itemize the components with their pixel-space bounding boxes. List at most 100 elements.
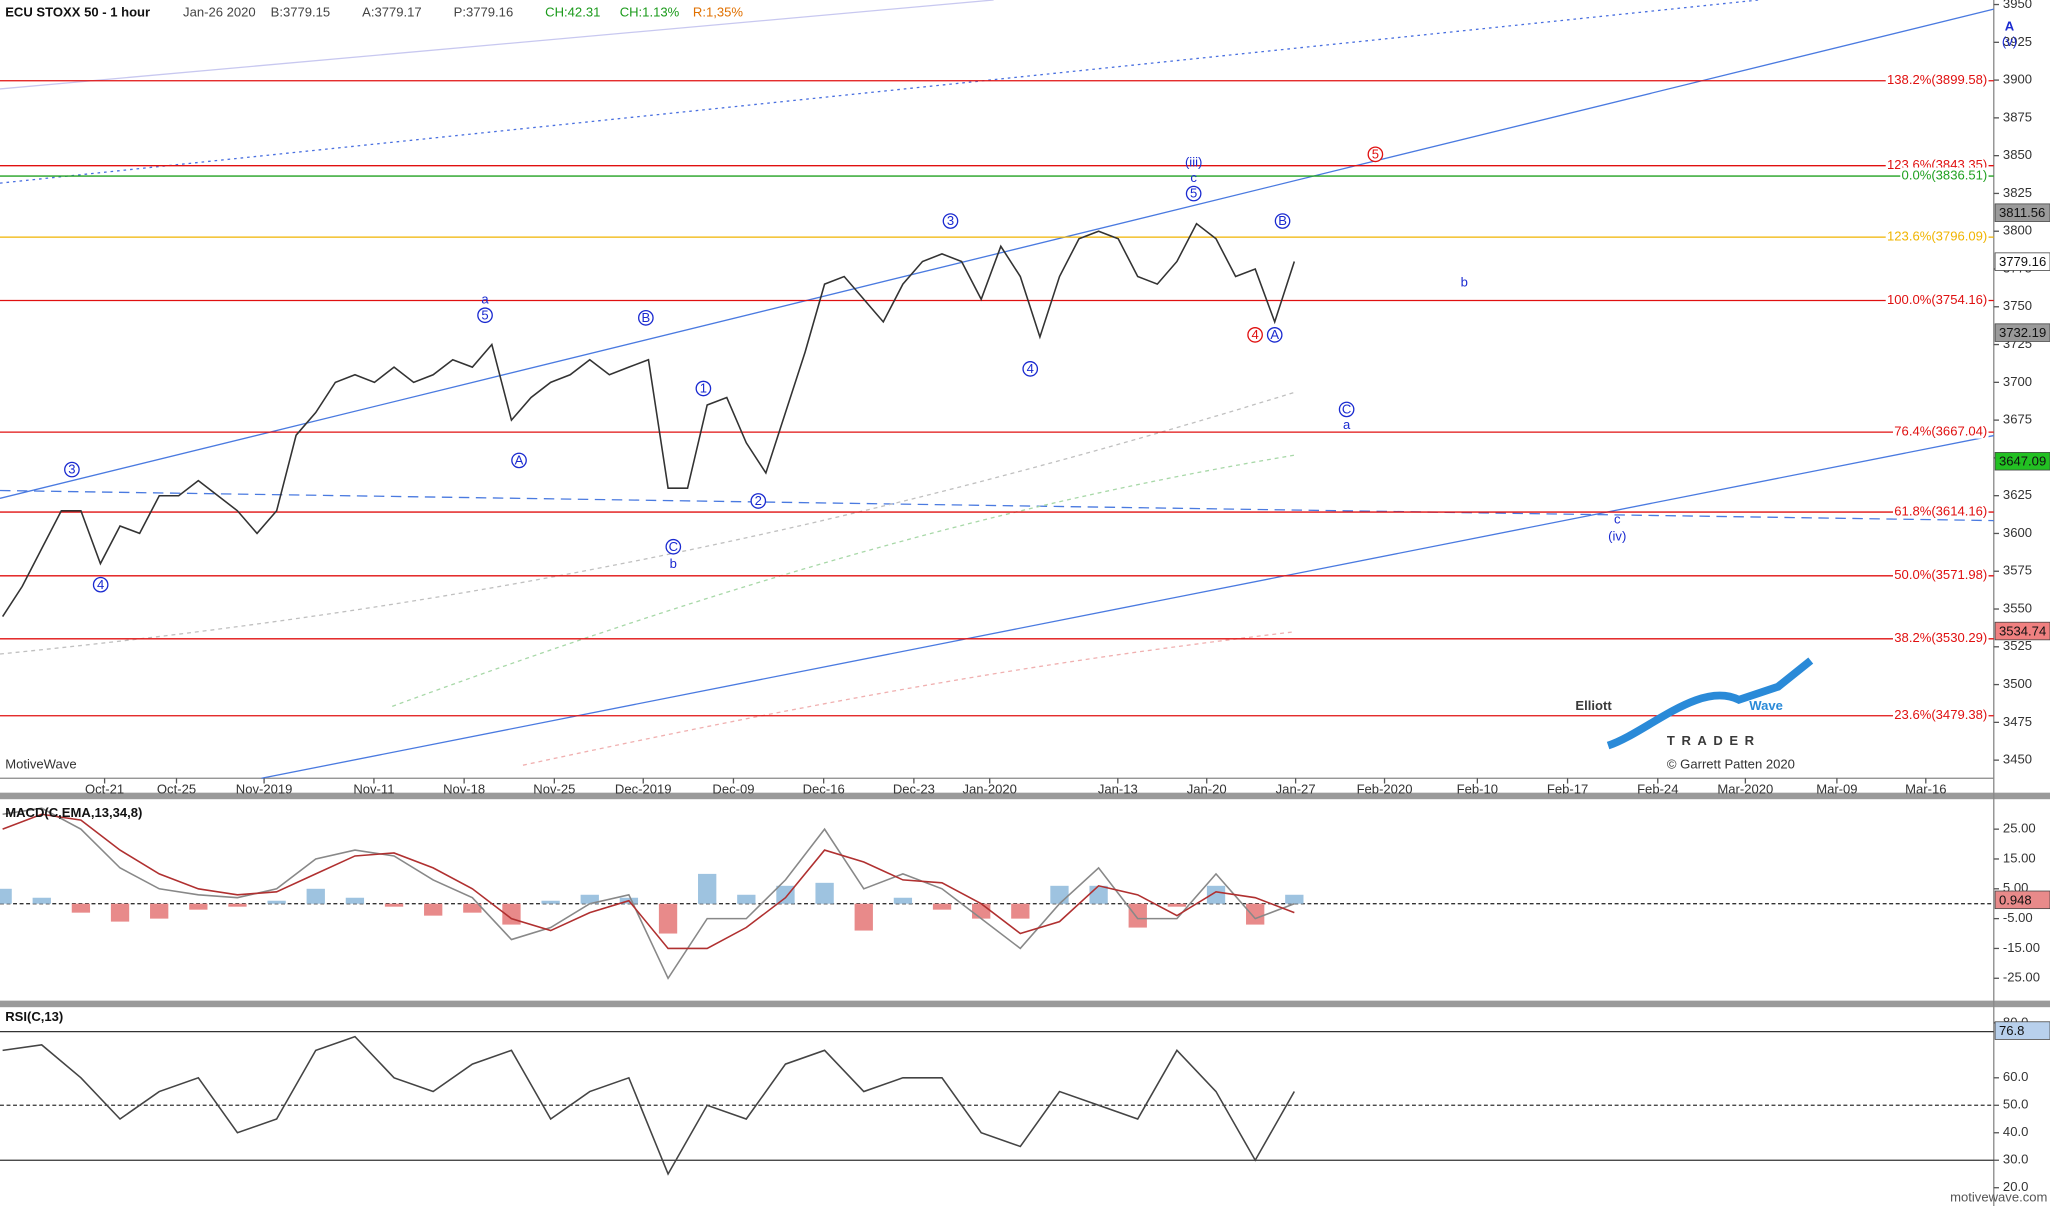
histogram-bar <box>815 882 834 904</box>
logo-credit: © Garrett Patten 2020 <box>1667 757 1795 772</box>
histogram-bar <box>1089 885 1108 904</box>
y-tick-label: 3850 <box>2003 147 2032 162</box>
histogram-bar <box>580 894 599 904</box>
fib-level-label: 0.0%(3836.51) <box>1902 167 1988 182</box>
wave-circle <box>477 307 493 324</box>
header-field: R:1,35% <box>693 5 743 20</box>
wave-circle <box>750 493 767 509</box>
histogram-bar <box>1128 903 1147 928</box>
band <box>522 631 1295 766</box>
x-tick-label: Jan-13 <box>1098 781 1138 796</box>
wave-label: a <box>1343 417 1351 432</box>
histogram-bar <box>71 903 91 913</box>
x-tick-label: Mar-16 <box>1905 781 1946 796</box>
fib-level-label: 23.6%(3479.38) <box>1894 707 1987 722</box>
x-tick-label: Mar-2020 <box>1717 781 1773 796</box>
price-marker-label: 0.948 <box>1999 892 2032 907</box>
price-marker <box>1994 1021 2050 1040</box>
histogram-bar <box>0 888 12 904</box>
rsi-line <box>2 1035 1296 1176</box>
label-bg <box>1892 630 1989 646</box>
header-field: CH:1.13% <box>620 5 680 20</box>
y-tick-label: 3950 <box>2003 0 2032 11</box>
histogram-bar <box>737 894 756 904</box>
wave-label: 5 <box>481 307 488 322</box>
trendline <box>261 434 1994 779</box>
footer: motivewave.com <box>1950 1190 2047 1205</box>
x-tick-label: Dec-23 <box>893 781 935 796</box>
histogram-bar <box>150 903 169 919</box>
wave-label: A <box>515 453 524 468</box>
wave-label: 4 <box>1027 361 1034 376</box>
header-field: P:3779.16 <box>454 5 514 20</box>
wave-label: 3 <box>68 462 75 477</box>
y-tick-label: 3450 <box>2003 752 2032 767</box>
histogram-bar <box>32 897 51 904</box>
fib-level-label: 50.0%(3571.98) <box>1894 567 1987 582</box>
wave-circle <box>638 310 654 326</box>
price-marker <box>1994 452 2050 471</box>
wave-circle <box>1247 327 1263 343</box>
trendline <box>0 489 1994 522</box>
price-marker <box>1994 323 2050 342</box>
x-tick-label: Jan-20 <box>1187 781 1227 796</box>
y-tick-label: 40.0 <box>2003 1124 2028 1139</box>
histogram-bar <box>1206 885 1226 904</box>
y-tick-label: 25.00 <box>2003 821 2036 836</box>
y-tick-label: 3575 <box>2003 563 2032 578</box>
trendline <box>0 8 1994 499</box>
fib-level-label: 61.8%(3614.16) <box>1894 504 1987 519</box>
histogram-bar <box>698 873 717 904</box>
wave-label: C <box>669 539 678 554</box>
panel-separator <box>0 1000 2050 1008</box>
macd-line <box>2 813 1295 950</box>
trendlines <box>0 0 1994 779</box>
histogram-bar <box>228 903 247 907</box>
x-tick-label: Oct-21 <box>85 781 124 796</box>
wave-label: 1 <box>700 381 707 396</box>
x-tick-label: Feb-24 <box>1637 781 1678 796</box>
x-tick-label: Jan-27 <box>1276 781 1316 796</box>
logo-swoosh <box>1606 657 1814 750</box>
histogram-bar <box>893 897 913 904</box>
wave-label: 4 <box>1251 327 1258 342</box>
wave-label: A <box>2005 18 2015 33</box>
histogram-bar <box>424 903 443 916</box>
label-bg <box>1892 503 1989 519</box>
header-field: A:3779.17 <box>362 5 422 20</box>
watermark: MotiveWave <box>5 757 76 772</box>
y-tick-label: -15.00 <box>2003 940 2040 955</box>
y-tick-label: 3875 <box>2003 109 2032 124</box>
panel-separator <box>0 792 2050 800</box>
y-tick-label: 3750 <box>2003 298 2032 313</box>
wave-label: a <box>481 292 489 307</box>
wave-circle <box>64 461 80 478</box>
y-tick-label: 50.0 <box>2003 1097 2028 1112</box>
histogram-bar <box>189 903 208 910</box>
histogram-bar <box>972 903 991 919</box>
y-tick-label: 30.0 <box>2003 1152 2028 1167</box>
x-tick-label: Jan-2020 <box>962 781 1016 796</box>
wave-label: B <box>1278 213 1287 228</box>
x-tick-label: Nov-18 <box>443 781 485 796</box>
wave-label: (iv) <box>1608 528 1626 543</box>
header-field: B:3779.15 <box>271 5 331 20</box>
histogram-bar <box>306 888 325 904</box>
logo-text: Wave <box>1749 698 1783 713</box>
price-marker-label: 3811.56 <box>1999 205 2045 220</box>
macd-line <box>2 807 1295 980</box>
y-tick-label: 3800 <box>2003 223 2032 238</box>
wave-label: b <box>670 556 677 571</box>
x-tick-label: Dec-16 <box>803 781 845 796</box>
fib-level-label: 100.0%(3754.16) <box>1887 292 1987 307</box>
price-marker <box>1994 252 2050 271</box>
panel-title: RSI(C,13) <box>5 1009 63 1024</box>
histogram-bar <box>658 903 678 934</box>
y-tick-label: 15.00 <box>2003 850 2036 865</box>
wave-label: 4 <box>97 577 104 592</box>
y-tick-label: 3825 <box>2003 185 2032 200</box>
wave-circle <box>665 538 682 555</box>
band <box>0 391 1295 655</box>
wave-label: (iii) <box>1185 154 1202 169</box>
